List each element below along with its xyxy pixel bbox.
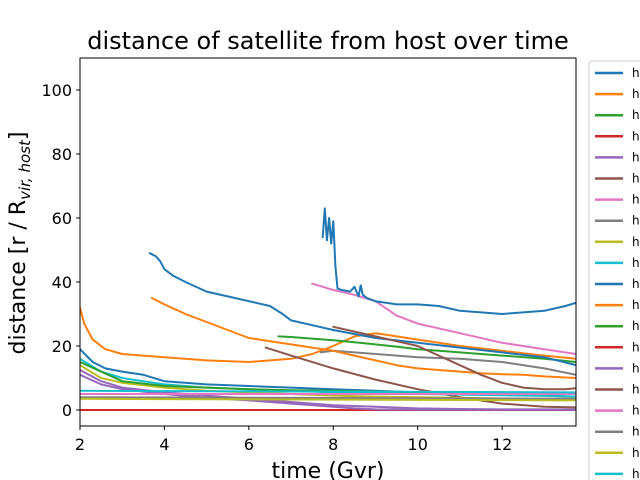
series-line-11: [148, 252, 576, 367]
legend-box: [588, 60, 640, 480]
legend-label: h: [632, 235, 640, 249]
legend-label: h: [632, 214, 640, 228]
legend-label: h: [632, 277, 640, 291]
y-tick-label: 20: [52, 337, 72, 356]
axes: 2 4 6 8 10 12 0 20 40 60 80 100: [41, 57, 577, 454]
legend-label: h: [632, 340, 640, 354]
chart-title: distance of satellite from host over tim…: [87, 27, 569, 55]
legend-label: h: [632, 193, 640, 207]
legend-label: h: [632, 446, 640, 460]
legend-label: h: [632, 66, 640, 80]
x-tick-label: 10: [408, 435, 428, 454]
series-line-2: [80, 306, 576, 363]
y-tick-label: 80: [52, 145, 72, 164]
series-line-6: [264, 346, 576, 409]
legend-label: h: [632, 298, 640, 312]
y-tick-label: 0: [62, 401, 72, 420]
axes-frame: [79, 57, 577, 427]
legend-label: h: [632, 319, 640, 333]
series-line-21: [321, 207, 576, 315]
series-line-19: [80, 397, 576, 402]
legend-label: h: [632, 425, 640, 439]
series-line-8: [319, 349, 576, 376]
legend-label: h: [632, 172, 640, 186]
legend-label: h: [632, 383, 640, 397]
legend-label: h: [632, 404, 640, 418]
x-tick-label: 4: [159, 435, 169, 454]
x-tick-label: 8: [328, 435, 338, 454]
y-axis-label-end: ]: [6, 132, 31, 141]
legend-label: h: [632, 150, 640, 164]
legend-label: h: [632, 129, 640, 143]
y-tick-label: 40: [52, 273, 72, 292]
x-tick-label: 6: [244, 435, 254, 454]
x-axis-label: time (Gvr): [272, 459, 385, 480]
series-line-20: [80, 389, 576, 394]
series-line-7: [311, 282, 576, 355]
series-line-12: [150, 297, 576, 379]
legend-label: h: [632, 108, 640, 122]
series-line-18: [80, 396, 576, 400]
y-axis-label: distance [r / Rvir, host]: [6, 132, 34, 355]
x-tick-label: 12: [492, 435, 512, 454]
y-tick-label: 100: [41, 81, 72, 100]
legend-label: h: [632, 361, 640, 375]
y-tick-label: 60: [52, 209, 72, 228]
y-axis-label-main: distance [r / R: [6, 200, 31, 355]
series-line-16: [332, 325, 576, 391]
x-tick-label: 2: [75, 435, 85, 454]
y-axis-label-subscript: vir, host: [16, 139, 34, 200]
legend-label: h: [632, 256, 640, 270]
series-line-3: [277, 335, 576, 363]
legend-label: h: [632, 87, 640, 101]
plot-area: [80, 207, 576, 411]
legend-label: h: [632, 467, 640, 480]
